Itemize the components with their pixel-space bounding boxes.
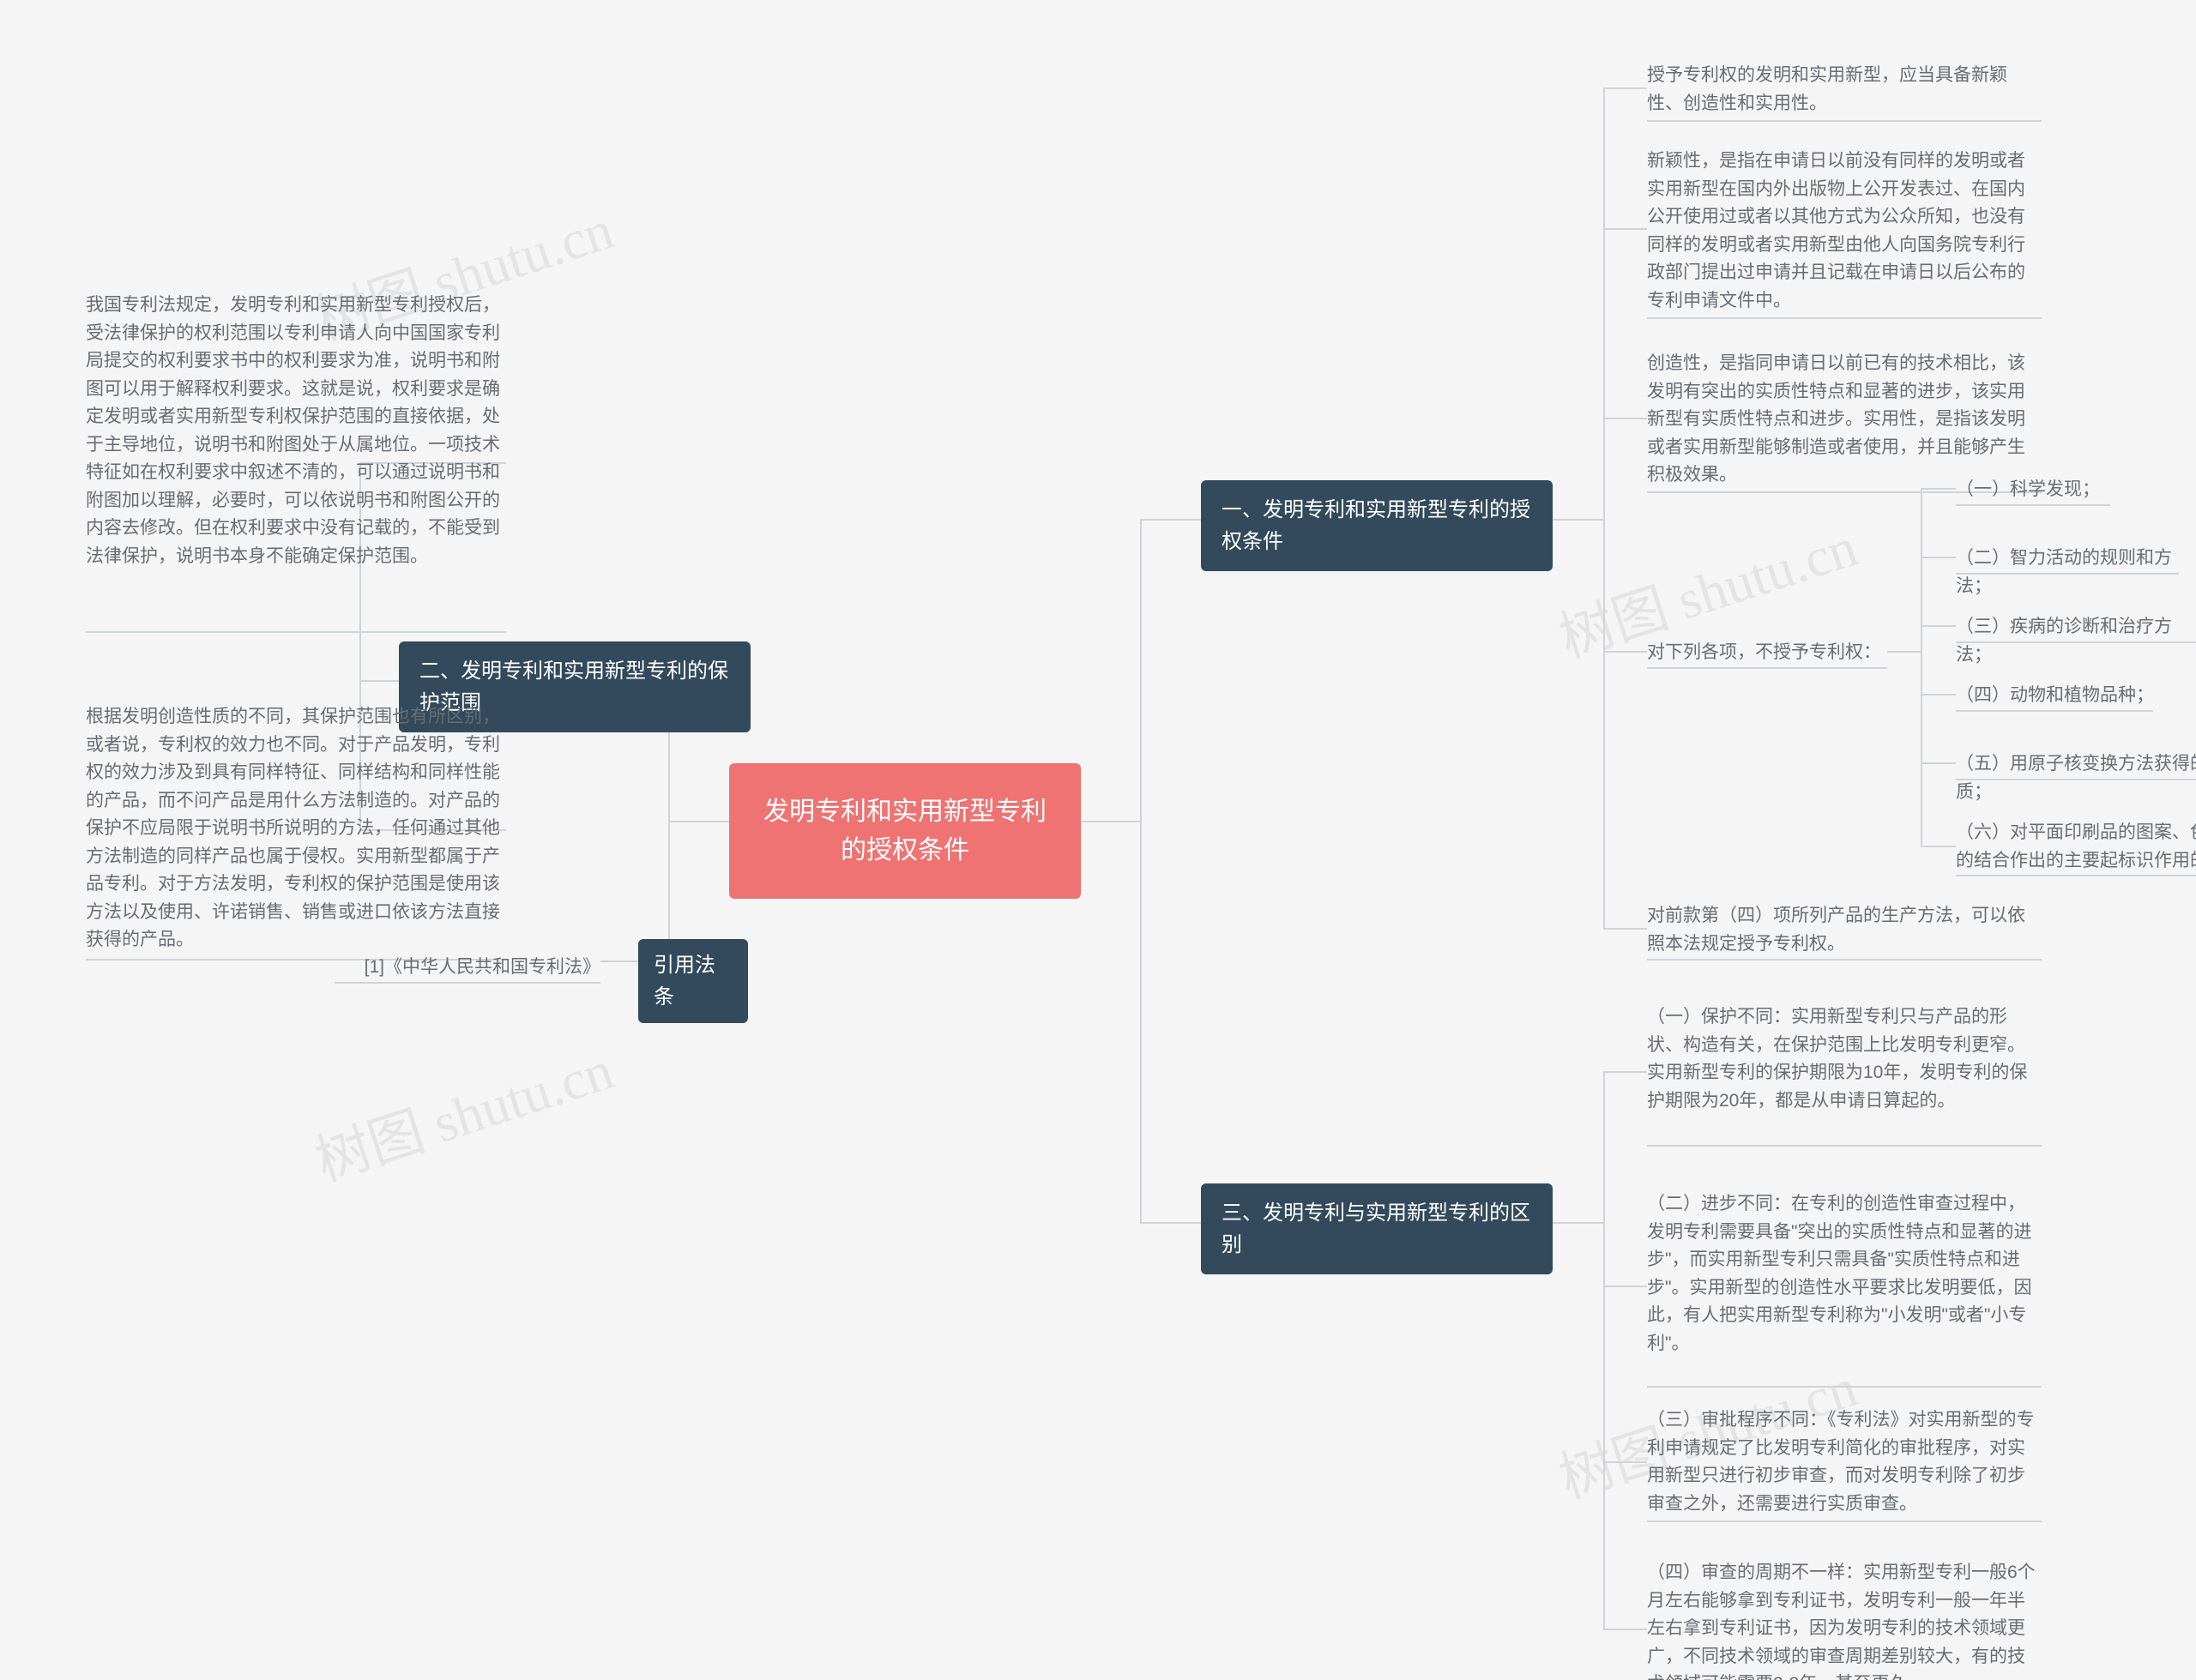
leaf-b1-5[interactable]: 对前款第（四）项所列产品的生产方法，可以依照本法规定授予专利权。 bbox=[1647, 902, 2042, 958]
leaf-underline bbox=[1647, 1520, 2042, 1522]
leaf-underline bbox=[1647, 959, 2042, 960]
branch-3-title: 三、发明专利与实用新型专利的区别 bbox=[1222, 1201, 1530, 1256]
leaf-b3-4[interactable]: （四）审查的周期不一样：实用新型专利一般6个月左右能够拿到专利证书，发明专利一般… bbox=[1647, 1559, 2042, 1680]
root-line2: 的授权条件 bbox=[841, 836, 969, 864]
leaf-underline bbox=[1956, 573, 2179, 575]
leaf-b2-1[interactable]: 我国专利法规定，发明专利和实用新型专利授权后，受法律保护的权利范围以专利申请人向… bbox=[86, 292, 506, 570]
branch-ref[interactable]: 引用法条 bbox=[638, 939, 748, 1023]
root-line1: 发明专利和实用新型专利 bbox=[763, 798, 1047, 826]
leaf-b2-2[interactable]: 根据发明创造性质的不同，其保护范围也有所区别，或者说，专利权的效力也不同。对于产… bbox=[86, 703, 506, 954]
leaf-b1-4-4[interactable]: （四）动物和植物品种； bbox=[1956, 682, 2179, 710]
leaf-underline bbox=[1956, 875, 2196, 876]
leaf-b3-3[interactable]: （三）审批程序不同：《专利法》对实用新型的专利申请规定了比发明专利简化的审批程序… bbox=[1647, 1406, 2042, 1518]
branch-ref-title: 引用法条 bbox=[654, 954, 715, 1009]
leaf-underline bbox=[335, 982, 600, 984]
leaf-b1-4-1[interactable]: （一）科学发现； bbox=[1956, 476, 2145, 504]
leaf-b1-4[interactable]: 对下列各项，不授予专利权： bbox=[1647, 639, 1887, 667]
branch-3[interactable]: 三、发明专利与实用新型专利的区别 bbox=[1201, 1183, 1553, 1274]
leaf-underline bbox=[1647, 1145, 2042, 1147]
leaf-ref-1[interactable]: [1]《中华人民共和国专利法》 bbox=[335, 954, 600, 982]
leaf-underline bbox=[1956, 641, 2196, 643]
leaf-underline bbox=[86, 631, 506, 633]
leaf-b1-3[interactable]: 创造性，是指同申请日以前已有的技术相比，该发明有突出的实质性特点和显著的进步，该… bbox=[1647, 350, 2042, 490]
root-node[interactable]: 发明专利和实用新型专利 的授权条件 bbox=[729, 763, 1081, 899]
branch-1[interactable]: 一、发明专利和实用新型专利的授权条件 bbox=[1201, 480, 1553, 571]
mindmap-canvas: 树图 shutu.cn 树图 shutu.cn 树图 shutu.cn 树图 s… bbox=[0, 0, 2196, 1680]
leaf-b1-2[interactable]: 新颖性，是指在申请日以前没有同样的发明或者实用新型在国内外出版物上公开发表过、在… bbox=[1647, 148, 2042, 315]
branch-1-title: 一、发明专利和实用新型专利的授权条件 bbox=[1222, 498, 1530, 553]
leaf-underline bbox=[1647, 317, 2042, 319]
leaf-b3-1[interactable]: （一）保护不同：实用新型专利只与产品的形状、构造有关，在保护范围上比发明专利更窄… bbox=[1647, 1003, 2042, 1115]
watermark: 树图 shutu.cn bbox=[305, 1027, 622, 1196]
leaf-underline bbox=[1647, 667, 1887, 669]
leaf-underline bbox=[1647, 1386, 2042, 1388]
leaf-underline bbox=[1956, 504, 2110, 506]
leaf-underline bbox=[1956, 779, 2196, 780]
leaf-underline bbox=[1956, 710, 2153, 712]
leaf-b1-1[interactable]: 授予专利权的发明和实用新型，应当具备新颖性、创造性和实用性。 bbox=[1647, 62, 2042, 117]
leaf-b3-2[interactable]: （二）进步不同：在专利的创造性审查过程中，发明专利需要具备"突出的实质性特点和显… bbox=[1647, 1190, 2042, 1358]
leaf-underline bbox=[1647, 120, 2042, 122]
leaf-b1-4-6[interactable]: （六）对平面印刷品的图案、色彩或者二者的结合作出的主要起标识作用的设计； bbox=[1956, 819, 2196, 875]
